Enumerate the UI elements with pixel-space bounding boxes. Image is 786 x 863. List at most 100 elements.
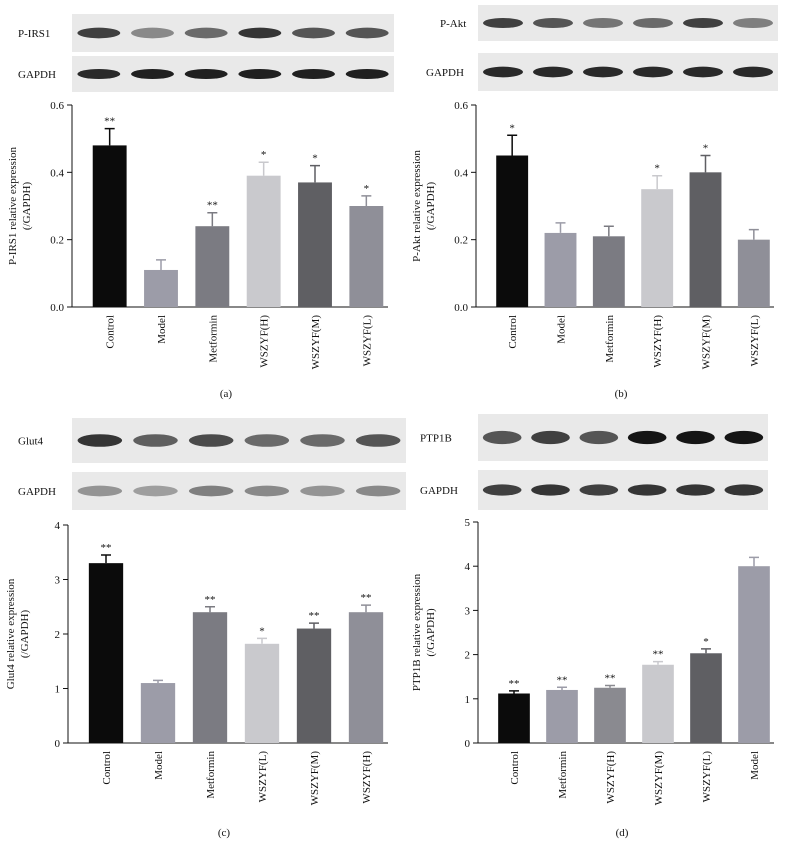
x-tick-label: Model xyxy=(556,315,568,344)
x-tick-label: WSZYF(H) xyxy=(652,315,664,368)
y-tick-label: 0.0 xyxy=(454,302,468,314)
significance-label: ** xyxy=(509,678,520,690)
x-tick-label: WSZYF(H) xyxy=(605,751,617,804)
significance-label: * xyxy=(703,143,709,155)
blot-band xyxy=(345,27,389,39)
y-tick-label: 0.6 xyxy=(454,100,468,112)
blot-band xyxy=(482,484,522,496)
blot-label: P-Akt xyxy=(440,18,466,30)
error-bar xyxy=(257,637,267,644)
y-tick-label: 0.4 xyxy=(50,167,64,179)
blot-background xyxy=(72,418,406,463)
bar xyxy=(544,232,577,307)
blot-band xyxy=(77,27,121,39)
x-tick-label: Model xyxy=(749,751,761,780)
error-bar xyxy=(748,228,759,240)
blot-band xyxy=(131,27,174,39)
y-axis-label: (/GAPDH) xyxy=(425,608,437,657)
bar xyxy=(140,683,176,743)
bar xyxy=(496,155,529,307)
error-bar xyxy=(361,604,371,613)
bar xyxy=(349,206,384,307)
blot-band xyxy=(683,66,723,78)
bar xyxy=(592,236,625,307)
blot-background xyxy=(478,5,778,41)
blot-band xyxy=(238,27,282,39)
blot-background xyxy=(478,414,768,461)
significance-label: ** xyxy=(653,649,664,661)
blot-band xyxy=(300,485,345,497)
bar xyxy=(546,689,578,743)
blot-background xyxy=(72,56,394,92)
y-axis-label: P-IRS1 relative expression xyxy=(7,147,19,265)
significance-label: * xyxy=(703,636,709,648)
significance-label: * xyxy=(364,183,370,195)
bar xyxy=(689,172,722,307)
blot-band xyxy=(133,485,178,497)
bar xyxy=(737,239,770,307)
blot-band xyxy=(724,430,764,445)
blot-band xyxy=(244,485,290,497)
blot-band xyxy=(483,66,523,78)
y-axis-label: (/GAPDH) xyxy=(425,182,437,231)
bar xyxy=(88,563,124,743)
bar xyxy=(92,145,127,307)
blot-band xyxy=(131,68,174,80)
panel-caption: (a) xyxy=(220,388,233,400)
y-tick-label: 0.2 xyxy=(454,235,468,247)
bar xyxy=(498,693,530,743)
blot-band xyxy=(244,434,290,447)
x-tick-label: Metformin xyxy=(557,751,569,799)
x-tick-label: WSZYF(H) xyxy=(259,315,271,368)
error-bar xyxy=(310,164,320,183)
bar xyxy=(738,566,770,743)
blot-label: GAPDH xyxy=(426,67,464,79)
panel-caption: (c) xyxy=(218,827,231,839)
y-tick-label: 0 xyxy=(465,738,471,750)
x-tick-label: Control xyxy=(105,315,117,349)
blot-background xyxy=(478,470,768,510)
error-bar xyxy=(104,127,115,146)
bar xyxy=(690,653,722,743)
significance-label: ** xyxy=(207,200,218,212)
bar xyxy=(244,643,280,743)
blot-background xyxy=(72,14,394,52)
significance-label: ** xyxy=(205,594,216,606)
blot-band xyxy=(355,434,401,447)
y-axis-label: PTP1B relative expression xyxy=(411,573,423,691)
blot-band xyxy=(579,484,619,496)
x-tick-label: Metformin xyxy=(207,315,219,363)
blot-band xyxy=(633,17,673,29)
significance-label: * xyxy=(654,163,660,175)
error-bar xyxy=(156,259,166,270)
x-tick-label: Model xyxy=(153,751,165,780)
blot-label: GAPDH xyxy=(18,69,56,81)
error-bar xyxy=(507,134,518,156)
blot-band xyxy=(77,68,121,80)
blot-background xyxy=(72,472,406,510)
blot-band xyxy=(676,430,715,445)
blot-band xyxy=(724,484,764,496)
blot-band xyxy=(133,434,178,447)
blot-label: Glut4 xyxy=(18,436,44,448)
y-tick-label: 0.2 xyxy=(50,235,64,247)
y-tick-label: 0.4 xyxy=(454,167,468,179)
blot-band xyxy=(531,430,570,445)
blot-band xyxy=(77,434,123,447)
significance-label: * xyxy=(261,149,267,161)
blot-background xyxy=(478,53,778,91)
error-bar xyxy=(700,154,711,173)
error-bar xyxy=(749,556,759,567)
panel-caption: (b) xyxy=(615,388,628,400)
error-bar xyxy=(207,211,218,227)
blot-band xyxy=(300,434,345,447)
blot-band xyxy=(188,485,234,497)
blot-band xyxy=(355,485,401,497)
y-tick-label: 4 xyxy=(55,520,61,532)
blot-label: GAPDH xyxy=(420,485,458,497)
blot-band xyxy=(533,17,573,29)
blot-band xyxy=(733,66,773,78)
blot-band xyxy=(583,17,623,29)
y-tick-label: 2 xyxy=(465,650,471,662)
